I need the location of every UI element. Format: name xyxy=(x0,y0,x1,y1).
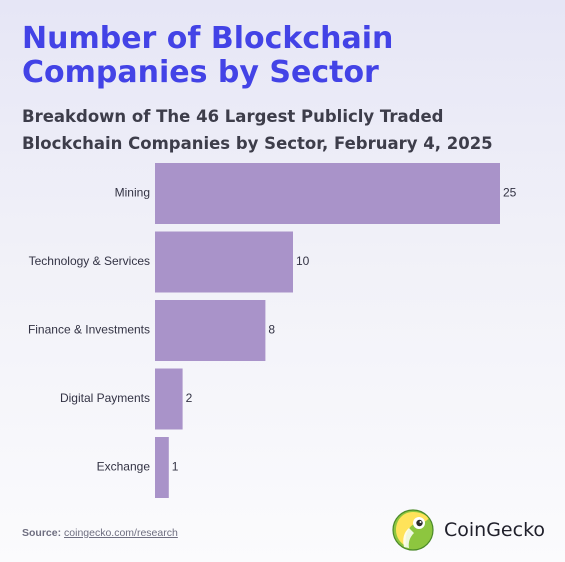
bar-chart: Mining 25 Technology & Services 10 Finance &… xyxy=(28,163,517,498)
source-note: Source: coingecko.com/research xyxy=(22,527,178,539)
category-label-finance-investments: Finance & Investments xyxy=(28,323,150,337)
category-label-technology-services: Technology & Services xyxy=(29,254,150,268)
category-label-digital-payments: Digital Payments xyxy=(60,391,150,405)
bar-finance-investments xyxy=(155,300,266,361)
chart-title: Number of Blockchain Companies by Sector xyxy=(22,21,394,90)
coingecko-logo-icon xyxy=(392,509,434,551)
source-prefix: Source: xyxy=(22,527,62,539)
value-label-digital-payments: 2 xyxy=(186,391,193,405)
value-label-finance-investments: 8 xyxy=(268,323,275,337)
bar-exchange xyxy=(155,437,169,498)
bar-mining xyxy=(155,163,500,224)
bar-digital-payments xyxy=(155,368,183,430)
brand: CoinGecko xyxy=(392,509,545,551)
chart-subtitle: Breakdown of The 46 Largest Publicly Tra… xyxy=(22,107,493,153)
category-label-exchange: Exchange xyxy=(97,460,151,474)
value-label-exchange: 1 xyxy=(172,460,179,474)
bar-technology-services xyxy=(155,231,293,293)
source-link[interactable]: coingecko.com/research xyxy=(64,527,178,539)
brand-name: CoinGecko xyxy=(444,519,546,541)
category-label-mining: Mining xyxy=(115,186,150,200)
value-label-mining: 25 xyxy=(503,186,517,200)
value-label-technology-services: 10 xyxy=(296,254,310,268)
